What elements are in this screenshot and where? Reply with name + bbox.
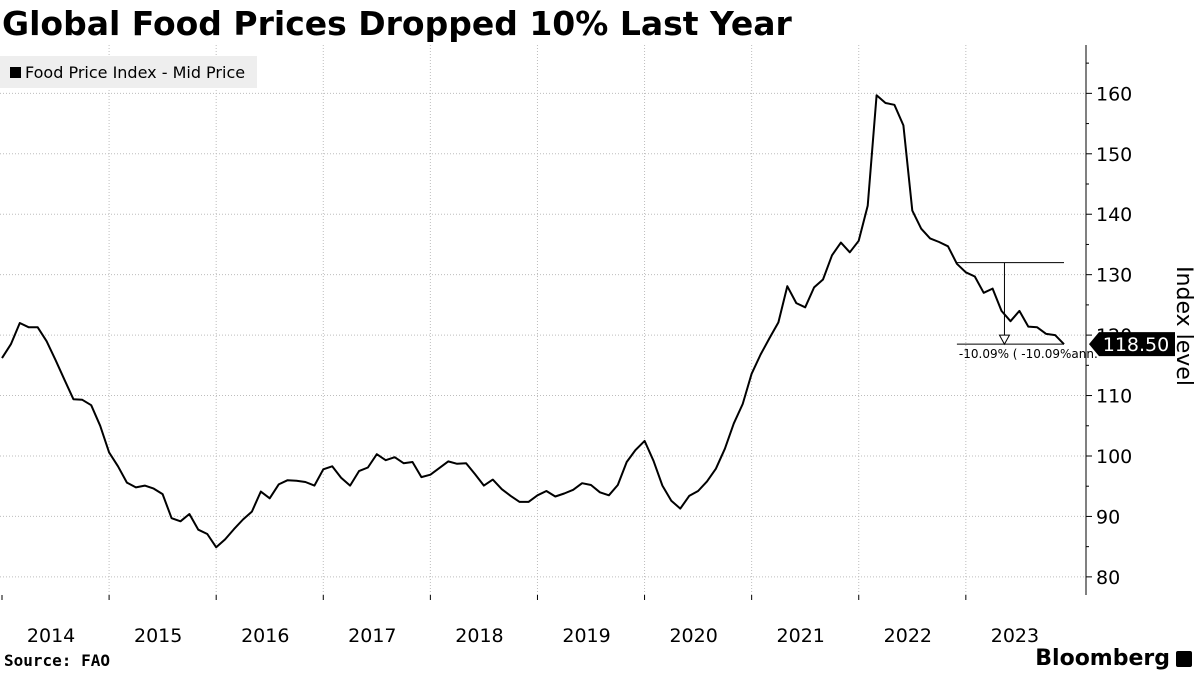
brand: Bloomberg — [1035, 646, 1192, 671]
x-axis: 2014 2015 2016 2017 2018 2019 2020 2021 2022 2023 — [1, 595, 1039, 647]
y-tick-label: 150 — [1096, 144, 1132, 166]
y-tick-label: 160 — [1096, 83, 1132, 105]
x-tick-label: 2020 — [669, 625, 717, 647]
x-tick-label: 2016 — [241, 625, 289, 647]
y-tick-label: 100 — [1096, 446, 1132, 468]
x-tick-label: 2014 — [27, 625, 75, 647]
x-tick-label: 2022 — [884, 625, 932, 647]
series-layer — [1, 94, 1065, 549]
y-tick-label: 90 — [1096, 506, 1120, 528]
source-note: Source: FAO — [4, 651, 110, 670]
bloomberg-chart-icon — [1176, 650, 1192, 667]
x-tick-label: 2021 — [777, 625, 825, 647]
series-line — [1, 94, 1065, 549]
y-tick-label: 80 — [1096, 567, 1120, 589]
y-axis-label: Index level — [1171, 266, 1196, 386]
chart-title: Global Food Prices Dropped 10% Last Year — [2, 4, 792, 43]
x-tick-label: 2023 — [991, 625, 1039, 647]
x-tick-label: 2019 — [562, 625, 610, 647]
legend-label: Food Price Index - Mid Price — [25, 62, 246, 82]
legend: Food Price Index - Mid Price — [0, 56, 258, 88]
x-tick-label: 2015 — [134, 625, 182, 647]
brand-name: Bloomberg — [1035, 646, 1170, 671]
grid-lines — [0, 45, 1086, 595]
y-axis: 8090100110120130140150160 — [1085, 45, 1132, 595]
y-tick-label: 140 — [1096, 204, 1132, 226]
annotation-layer: -10.09% ( -10.09%ann. 118.50 — [956, 262, 1175, 361]
y-tick-label: 110 — [1096, 386, 1132, 408]
x-tick-label: 2018 — [455, 625, 503, 647]
annotation-arrow-head — [998, 334, 1011, 346]
annotation-label: -10.09% ( -10.09%ann. — [959, 347, 1098, 361]
x-tick-label: 2017 — [348, 625, 396, 647]
last-value-tag — [1089, 332, 1175, 357]
y-tick-label: 130 — [1096, 265, 1132, 287]
last-value-label: 118.50 — [1103, 334, 1169, 356]
legend-swatch — [10, 66, 21, 78]
